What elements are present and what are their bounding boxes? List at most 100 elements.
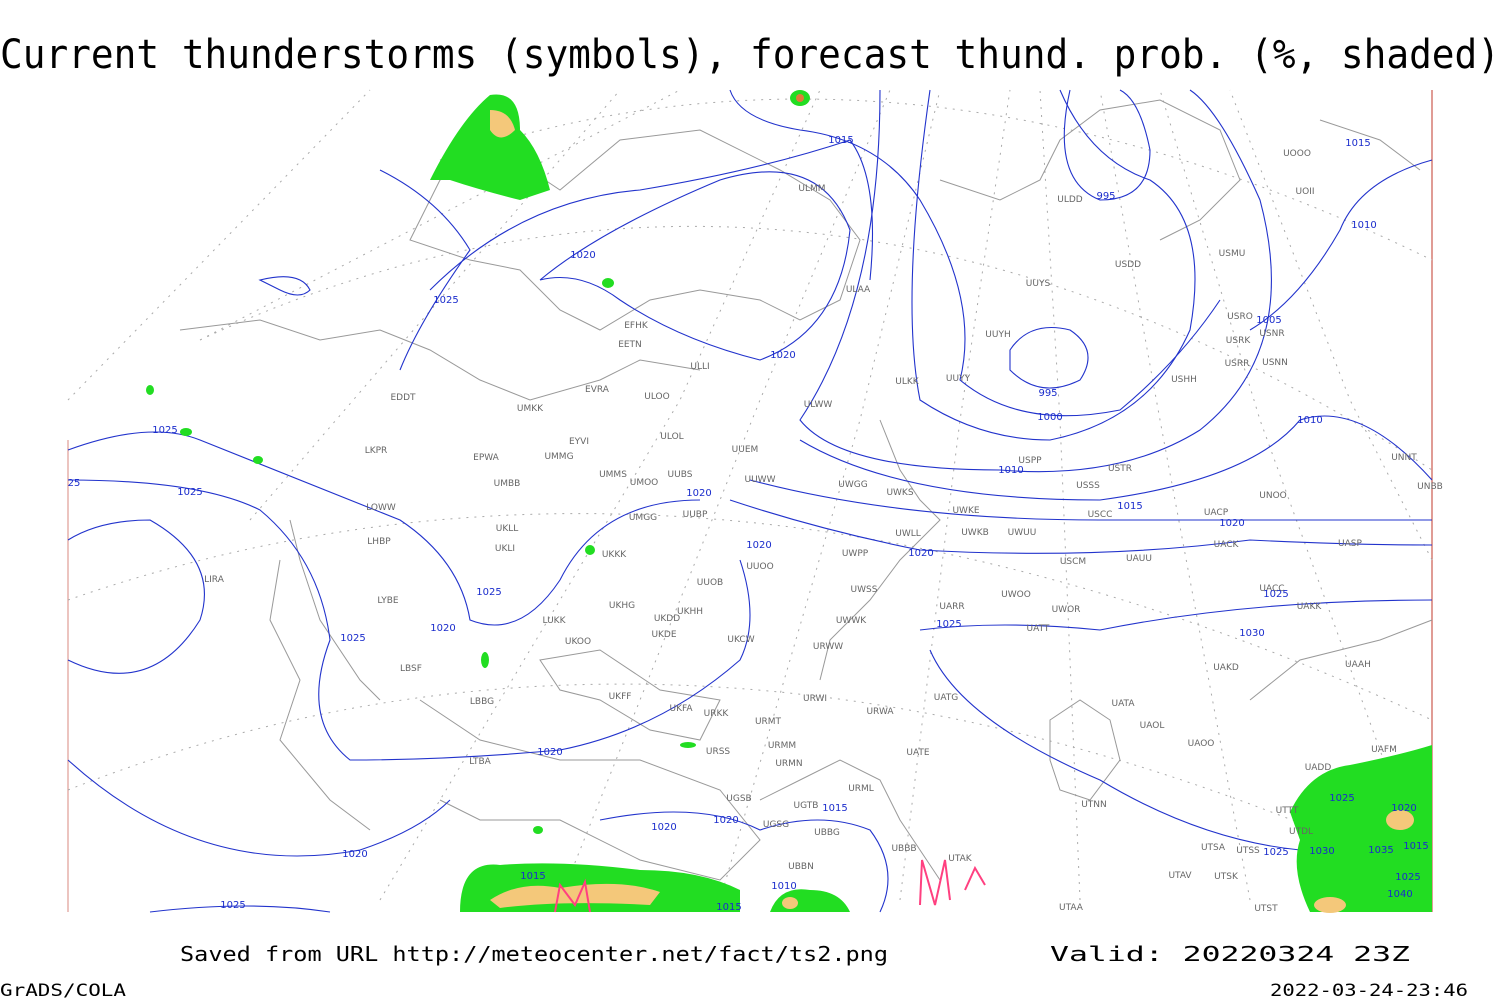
station-code: UTAA xyxy=(1059,903,1084,913)
station-code: UTDL xyxy=(1289,827,1313,837)
station-code: URMT xyxy=(755,717,782,727)
isobar-label: 1040 xyxy=(1387,889,1412,900)
station-code: URML xyxy=(848,784,874,794)
station-code: UBBG xyxy=(814,828,840,838)
station-code: UWKB xyxy=(961,528,989,538)
station-code: UTST xyxy=(1254,904,1278,914)
station-code: UKDE xyxy=(651,630,676,640)
station-code: ULOL xyxy=(660,432,683,442)
isobar-label: 1020 xyxy=(713,815,738,826)
station-code: UKLL xyxy=(496,524,519,534)
isobar-label: 995 xyxy=(1038,388,1057,399)
station-code: UTNN xyxy=(1081,800,1107,810)
isobar-label: 1020 xyxy=(686,488,711,499)
station-code: UAAH xyxy=(1345,660,1371,670)
isobar-label: 1020 xyxy=(651,822,676,833)
isobar-label: 1020 xyxy=(1391,803,1416,814)
station-code: UACC xyxy=(1259,584,1284,594)
station-code: UGTB xyxy=(794,801,819,811)
station-code: UADD xyxy=(1305,763,1332,773)
isobar-label: 1020 xyxy=(908,548,933,559)
map-frame xyxy=(67,90,1433,912)
isobar-label: 1020 xyxy=(537,747,562,758)
station-code: UARR xyxy=(939,602,964,612)
isobar-label: 1015 xyxy=(1117,501,1142,512)
station-code: URWI xyxy=(803,694,827,704)
isobar-label: 1020 xyxy=(570,250,595,261)
station-code: USCM xyxy=(1060,557,1086,567)
isobar-label: 1005 xyxy=(1256,315,1281,326)
isobar-label: 1020 xyxy=(770,350,795,361)
isobar-label: 1015 xyxy=(828,135,853,146)
station-code: UWGG xyxy=(838,480,867,490)
isobar-label: 1025 xyxy=(1263,589,1288,600)
isobar-label: 1015 xyxy=(822,803,847,814)
station-code: LOWW xyxy=(366,503,396,513)
station-code: USRO xyxy=(1227,312,1253,322)
station-labels: ULMM ULDD USDD USMU UOII UOOO ULAA UUYS EFHK EETN… xyxy=(204,149,1443,914)
station-code: UGSG xyxy=(763,820,789,830)
station-code: EVRA xyxy=(585,385,610,395)
station-code: UATA xyxy=(1111,699,1135,709)
station-code: EFHK xyxy=(624,321,649,331)
station-code: EPWA xyxy=(473,453,500,463)
station-code: ULWW xyxy=(804,400,833,410)
isobar-label: 1010 xyxy=(1351,220,1376,231)
station-code: UTSK xyxy=(1214,872,1239,882)
station-code: UUBP xyxy=(683,510,708,520)
station-code: UKHG xyxy=(609,601,635,611)
isobar-label: 1010 xyxy=(771,881,796,892)
station-code: UWKE xyxy=(952,506,979,516)
station-code: USCC xyxy=(1088,510,1113,520)
station-code: UBBN xyxy=(788,862,814,872)
isobar-label: 995 xyxy=(1096,191,1115,202)
isobar-label: 1025 xyxy=(433,295,458,306)
isobar-label: 1035 xyxy=(1368,845,1393,856)
station-code: UACP xyxy=(1204,508,1229,518)
station-code: USRR xyxy=(1225,359,1250,369)
station-code: EYVI xyxy=(569,437,589,447)
station-code: UAOO xyxy=(1188,739,1215,749)
station-code: UMMS xyxy=(599,470,627,480)
station-code: USHH xyxy=(1171,375,1197,385)
isobar-label: 1030 xyxy=(1239,628,1264,639)
isobar-label: 1020 xyxy=(430,623,455,634)
station-code: UKKK xyxy=(602,550,627,560)
isobar-label: 1025 xyxy=(1395,872,1420,883)
station-code: UWPP xyxy=(842,549,869,559)
isobar-label: 1025 xyxy=(1329,793,1354,804)
thunderstorm-probability xyxy=(146,90,1432,913)
station-code: USSS xyxy=(1076,481,1100,491)
station-code: ULLI xyxy=(690,362,709,372)
isobars xyxy=(67,89,1433,913)
station-code: UNOO xyxy=(1259,491,1287,501)
station-code: LBSF xyxy=(400,664,422,674)
graticule xyxy=(67,89,1433,901)
station-code: ULDD xyxy=(1057,195,1083,205)
isobar-label: 25 xyxy=(68,478,81,489)
isobar-label: 1025 xyxy=(1263,847,1288,858)
station-code: EDDT xyxy=(390,393,416,403)
station-code: UATT xyxy=(1027,624,1050,634)
isobar-label: 1020 xyxy=(1219,518,1244,529)
station-code: UTSA xyxy=(1201,843,1226,853)
station-code: ULAA xyxy=(846,285,871,295)
station-code: LBBG xyxy=(470,697,494,707)
station-code: UUOB xyxy=(697,578,723,588)
station-code: UGSB xyxy=(726,794,751,804)
station-code: USMU xyxy=(1219,249,1246,259)
station-code: UUYH xyxy=(985,330,1010,340)
isobar-label: 1025 xyxy=(476,587,501,598)
station-code: UAUU xyxy=(1126,554,1152,564)
coastlines xyxy=(179,99,1433,881)
isobar-label: 1025 xyxy=(152,425,177,436)
station-code: UAOL xyxy=(1140,721,1165,731)
station-code: UTSS xyxy=(1236,846,1260,856)
station-code: UMBB xyxy=(494,479,521,489)
station-code: UMGG xyxy=(629,513,657,523)
station-code: LUKK xyxy=(543,616,567,626)
station-code: UUBS xyxy=(668,470,693,480)
station-code: UWSS xyxy=(851,585,878,595)
station-code: UTTT xyxy=(1276,806,1299,816)
station-code: URMM xyxy=(768,741,796,751)
